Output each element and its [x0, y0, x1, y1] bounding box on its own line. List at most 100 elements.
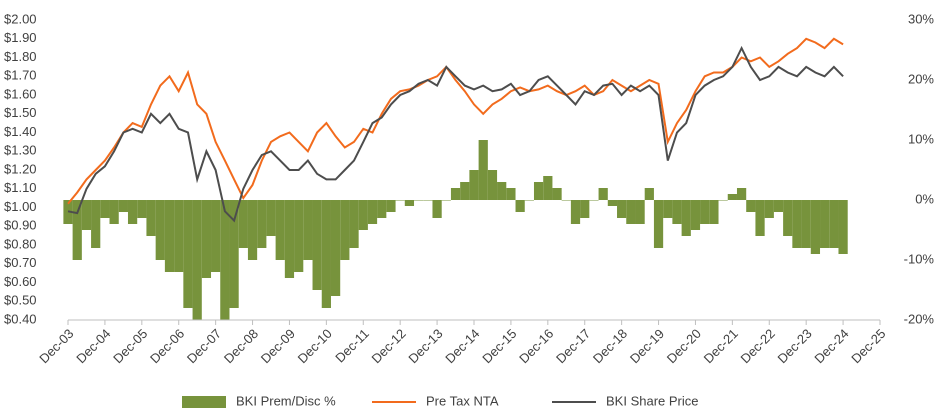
x-tick-label: Dec-21: [701, 326, 741, 366]
bar: [653, 200, 664, 248]
y-tick-label: $0.60: [4, 274, 37, 289]
y2-tick-label: -20%: [904, 311, 935, 326]
bar: [395, 200, 405, 201]
bar: [810, 200, 821, 254]
bar: [386, 200, 396, 212]
bar: [284, 200, 295, 278]
y-tick-label: $1.30: [4, 143, 37, 158]
bar: [718, 200, 728, 201]
bar: [580, 200, 590, 218]
bar: [303, 200, 313, 260]
bar: [432, 200, 442, 218]
bar: [543, 176, 553, 200]
bar: [192, 200, 202, 320]
x-tick-label: Dec-11: [332, 326, 372, 366]
y2-tick-label: 0%: [915, 191, 934, 206]
bar: [414, 200, 424, 201]
bar: [404, 200, 415, 206]
bar: [478, 140, 488, 200]
bar: [552, 188, 562, 200]
y2-tick-label: -10%: [904, 251, 935, 266]
bar: [672, 200, 682, 224]
y-tick-label: $0.70: [4, 255, 37, 270]
y2-tick-label: 10%: [908, 131, 934, 146]
bar: [829, 200, 839, 248]
y2-tick-label: 30%: [908, 11, 934, 26]
bar: [617, 200, 627, 218]
bar: [118, 200, 128, 212]
bar: [266, 200, 276, 236]
legend-label: Pre Tax NTA: [426, 393, 499, 408]
y-tick-label: $1.10: [4, 180, 37, 195]
y-tick-label: $1.00: [4, 199, 37, 214]
bar: [367, 200, 378, 224]
bar: [469, 170, 479, 200]
bar: [570, 200, 581, 224]
x-tick-label: Dec-09: [258, 326, 298, 366]
bar: [275, 200, 285, 260]
bar: [626, 200, 636, 224]
bar: [257, 200, 267, 248]
bar: [801, 200, 811, 248]
bar: [146, 200, 156, 236]
bar: [174, 200, 184, 272]
bar: [635, 200, 645, 224]
y-tick-label: $1.60: [4, 86, 37, 101]
bar: [349, 200, 359, 248]
bar: [690, 200, 701, 230]
bar: [72, 200, 82, 260]
bar: [792, 200, 802, 248]
bar: [681, 200, 691, 236]
x-tick-label: Dec-07: [184, 326, 224, 366]
x-tick-label: Dec-25: [848, 326, 888, 366]
bar: [201, 200, 212, 278]
bar: [764, 200, 774, 218]
x-tick-label: Dec-13: [405, 326, 445, 366]
bar: [330, 200, 341, 296]
y-tick-label: $0.40: [4, 311, 37, 326]
x-tick-label: Dec-20: [664, 326, 704, 366]
bar: [238, 200, 248, 248]
bar: [312, 200, 322, 290]
bar: [321, 200, 331, 308]
bar: [524, 200, 534, 201]
bar: [515, 200, 525, 212]
x-tick-label: Dec-19: [627, 326, 667, 366]
bar: [211, 200, 221, 272]
bar: [164, 200, 175, 272]
x-tick-label: Dec-17: [553, 326, 593, 366]
bar: [109, 200, 119, 224]
x-tick-label: Dec-05: [110, 326, 150, 366]
bar: [783, 200, 793, 236]
x-tick-label: Dec-14: [442, 326, 482, 366]
y2-tick-label: 20%: [908, 71, 934, 86]
legend-swatch: [182, 396, 226, 408]
x-tick-label: Dec-08: [221, 326, 261, 366]
bar: [450, 188, 461, 200]
bar: [100, 200, 110, 218]
bar: [497, 182, 507, 200]
x-tick-label: Dec-22: [738, 326, 778, 366]
bar: [127, 200, 138, 224]
y-tick-label: $1.80: [4, 49, 37, 64]
bar: [155, 200, 165, 260]
y-tick-label: $1.40: [4, 124, 37, 139]
bar: [663, 200, 673, 218]
x-tick-label: Dec-15: [479, 326, 519, 366]
bar: [81, 200, 92, 230]
bar: [506, 188, 516, 200]
bar: [736, 188, 747, 200]
x-tick-label: Dec-04: [73, 326, 113, 366]
y-tick-label: $0.90: [4, 218, 37, 233]
bar: [137, 200, 147, 218]
bar: [561, 200, 571, 201]
bar: [229, 200, 239, 308]
bar: [838, 200, 848, 254]
line: [67, 37, 844, 205]
bar: [727, 194, 737, 200]
bar: [820, 200, 830, 248]
bar: [358, 200, 368, 230]
bar: [709, 200, 719, 224]
line: [67, 45, 844, 223]
x-tick-label: Dec-23: [774, 326, 814, 366]
